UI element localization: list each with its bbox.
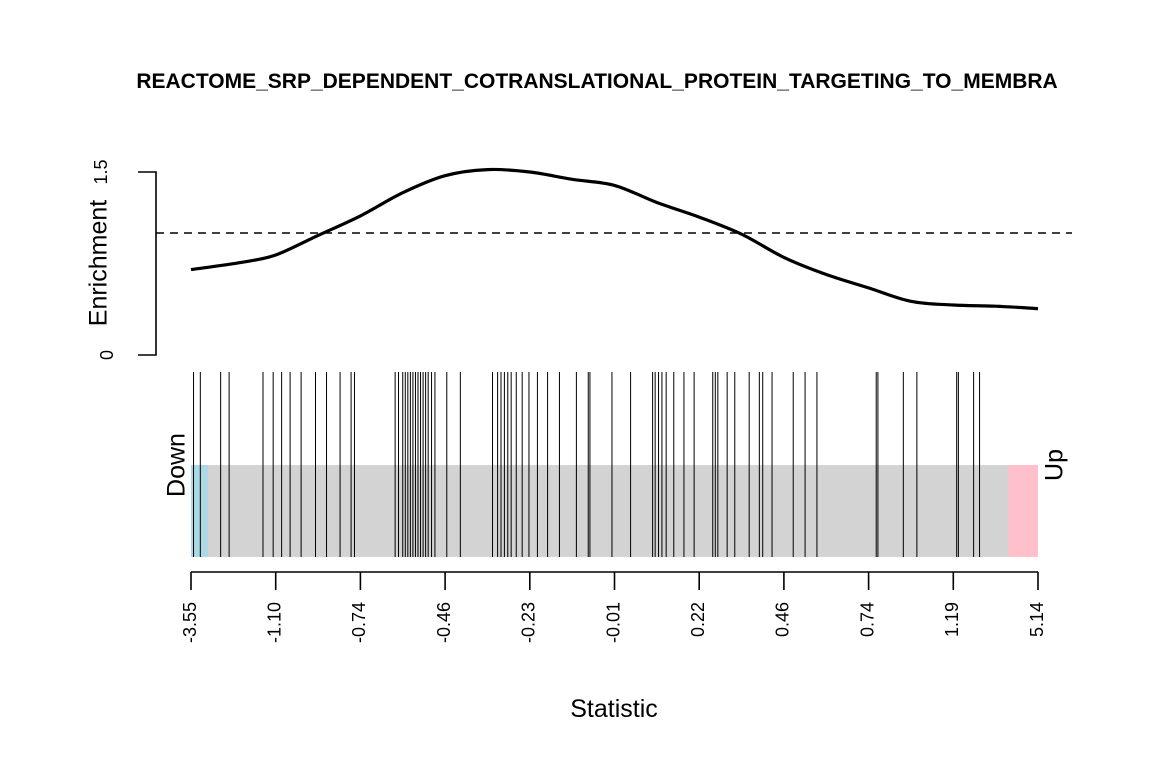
x-tick-label: -0.23 bbox=[519, 602, 539, 643]
enrichment-curve bbox=[190, 167, 1039, 311]
x-tick-label: 1.19 bbox=[942, 602, 962, 637]
barcode-panel: Down Up bbox=[163, 372, 1069, 557]
chart-title: REACTOME_SRP_DEPENDENT_COTRANSLATIONAL_P… bbox=[136, 70, 1057, 93]
middle-region bbox=[191, 465, 1038, 557]
up-region bbox=[1008, 465, 1038, 557]
down-region bbox=[191, 465, 208, 557]
y-tick-label-0: 0 bbox=[97, 350, 117, 360]
x-tick-label: 5.14 bbox=[1027, 602, 1047, 637]
down-label: Down bbox=[163, 433, 191, 497]
x-tick-label: -0.01 bbox=[603, 602, 623, 643]
enrichment-panel: 0 1.5 Enrichment bbox=[85, 159, 1072, 360]
x-axis-label: Statistic bbox=[570, 695, 658, 723]
x-tick-label: -0.74 bbox=[349, 602, 369, 643]
barcode-lines bbox=[193, 372, 981, 557]
y-axis-label: Enrichment bbox=[85, 200, 113, 326]
x-tick-label: -3.55 bbox=[180, 602, 200, 643]
x-tick-label: -0.46 bbox=[434, 602, 454, 643]
x-tick-label: 0.74 bbox=[857, 602, 877, 637]
x-tick-label: 0.22 bbox=[688, 602, 708, 637]
x-axis: -3.55 -1.10 -0.74 -0.46 -0.23 -0.01 0.22 0.46 0.… bbox=[180, 571, 1047, 723]
y-axis-line bbox=[138, 171, 157, 356]
up-label: Up bbox=[1041, 449, 1069, 481]
y-tick-label-1: 1.5 bbox=[91, 159, 111, 184]
x-tick-label: -1.10 bbox=[264, 602, 284, 643]
x-tick-label: 0.46 bbox=[773, 602, 793, 637]
